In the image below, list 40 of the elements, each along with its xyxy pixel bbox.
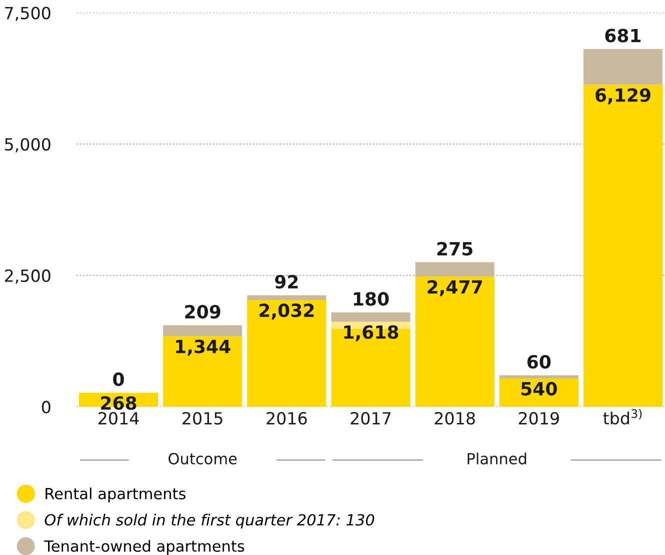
annotation: 1,618: [344, 325, 398, 342]
x-tick-label: tbd$^{3)}$: [603, 409, 642, 424]
text: Outcome: [168, 452, 237, 464]
bar: [163, 336, 242, 407]
bar: [247, 295, 326, 300]
y-tick-label: 7,500: [5, 6, 50, 22]
data-label: 0: [113, 372, 124, 386]
bar: [163, 325, 242, 336]
bar: [583, 49, 662, 85]
x-tick-label: 2017: [350, 412, 391, 425]
data-label: 180: [354, 292, 389, 306]
data-label: 275: [437, 242, 472, 256]
bar: [499, 375, 578, 378]
bar: [583, 84, 662, 407]
data-label: 6,129: [596, 88, 650, 104]
data-label: 92: [275, 274, 298, 289]
y-tick-label: 0: [42, 400, 50, 414]
x-tick-label: 2015: [182, 412, 222, 425]
data-label: 540: [521, 382, 557, 396]
data-label: 209: [185, 304, 220, 319]
data-label: 681: [605, 28, 641, 42]
x-tick-label: 2016: [266, 412, 307, 425]
y-tick-label: 5,000: [5, 138, 50, 152]
bar: [415, 262, 494, 277]
x-tick-label: 2014: [98, 412, 139, 425]
legend-label: Rental apartments: [46, 488, 186, 502]
data-label: 60: [527, 354, 551, 369]
x-tick-label: 2019: [518, 412, 559, 425]
bar: [331, 312, 410, 322]
bar: [415, 276, 494, 407]
data-label: 1,344: [176, 340, 230, 356]
bar: [247, 300, 326, 407]
x-tick-label: 2018: [434, 412, 475, 425]
legend-label: Tenant-owned apartments: [44, 540, 244, 555]
y-tick-label: 2,500: [4, 269, 50, 284]
legend-label: Of which sold in the first quarter 2017: 130: [44, 514, 374, 529]
text: Planned: [468, 452, 526, 464]
data-label: 2,032: [260, 304, 314, 320]
data-label: 268: [101, 396, 136, 410]
data-label: 2,477: [428, 280, 482, 296]
